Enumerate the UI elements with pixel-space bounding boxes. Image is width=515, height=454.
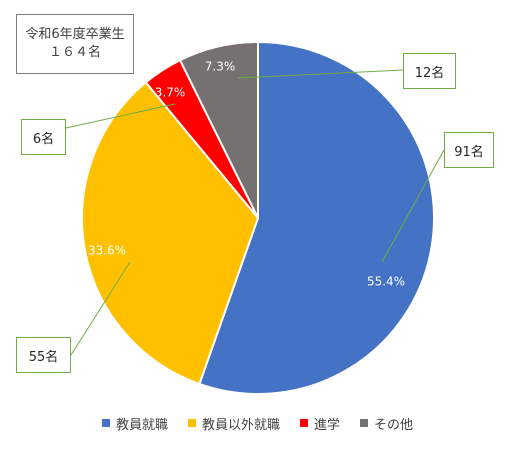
legend-label: 進学 — [314, 414, 340, 433]
count-label-shingaku: 6名 — [21, 119, 66, 155]
legend-label: その他 — [374, 414, 413, 433]
title-box: 令和6年度卒業生 １６４名 — [16, 14, 134, 74]
percent-label-shingaku: 3.7% — [155, 86, 186, 100]
legend-label: 教員就職 — [116, 414, 168, 433]
legend-swatch — [102, 419, 110, 427]
legend-label: 教員以外就職 — [202, 414, 280, 433]
pie-slices — [82, 42, 434, 394]
count-label-shingaku-text: 6名 — [33, 128, 54, 147]
legend-item-shingaku: 進学 — [300, 414, 340, 433]
legend: 教員就職 教員以外就職 進学 その他 — [0, 413, 515, 433]
count-label-kyoin: 91名 — [444, 132, 494, 168]
percent-label-kyoin-igai: 33.6% — [88, 244, 126, 258]
count-label-kyoin-text: 91名 — [454, 141, 484, 160]
percent-label-sonota: 7.3% — [205, 60, 236, 74]
count-label-sonota-text: 12名 — [415, 62, 445, 81]
legend-swatch — [188, 419, 196, 427]
percent-label-kyoin: 55.4% — [367, 275, 405, 289]
legend-item-kyoin-igai: 教員以外就職 — [188, 414, 280, 433]
legend-swatch — [360, 419, 368, 427]
title-line-1: 令和6年度卒業生 — [25, 26, 124, 44]
legend-swatch — [300, 419, 308, 427]
legend-item-kyoin: 教員就職 — [102, 414, 168, 433]
count-label-kyoin-igai-text: 55名 — [29, 346, 59, 365]
legend-item-sonota: その他 — [360, 414, 413, 433]
count-label-sonota: 12名 — [403, 53, 456, 89]
count-label-kyoin-igai: 55名 — [16, 337, 71, 373]
title-line-2: １６４名 — [49, 44, 101, 62]
